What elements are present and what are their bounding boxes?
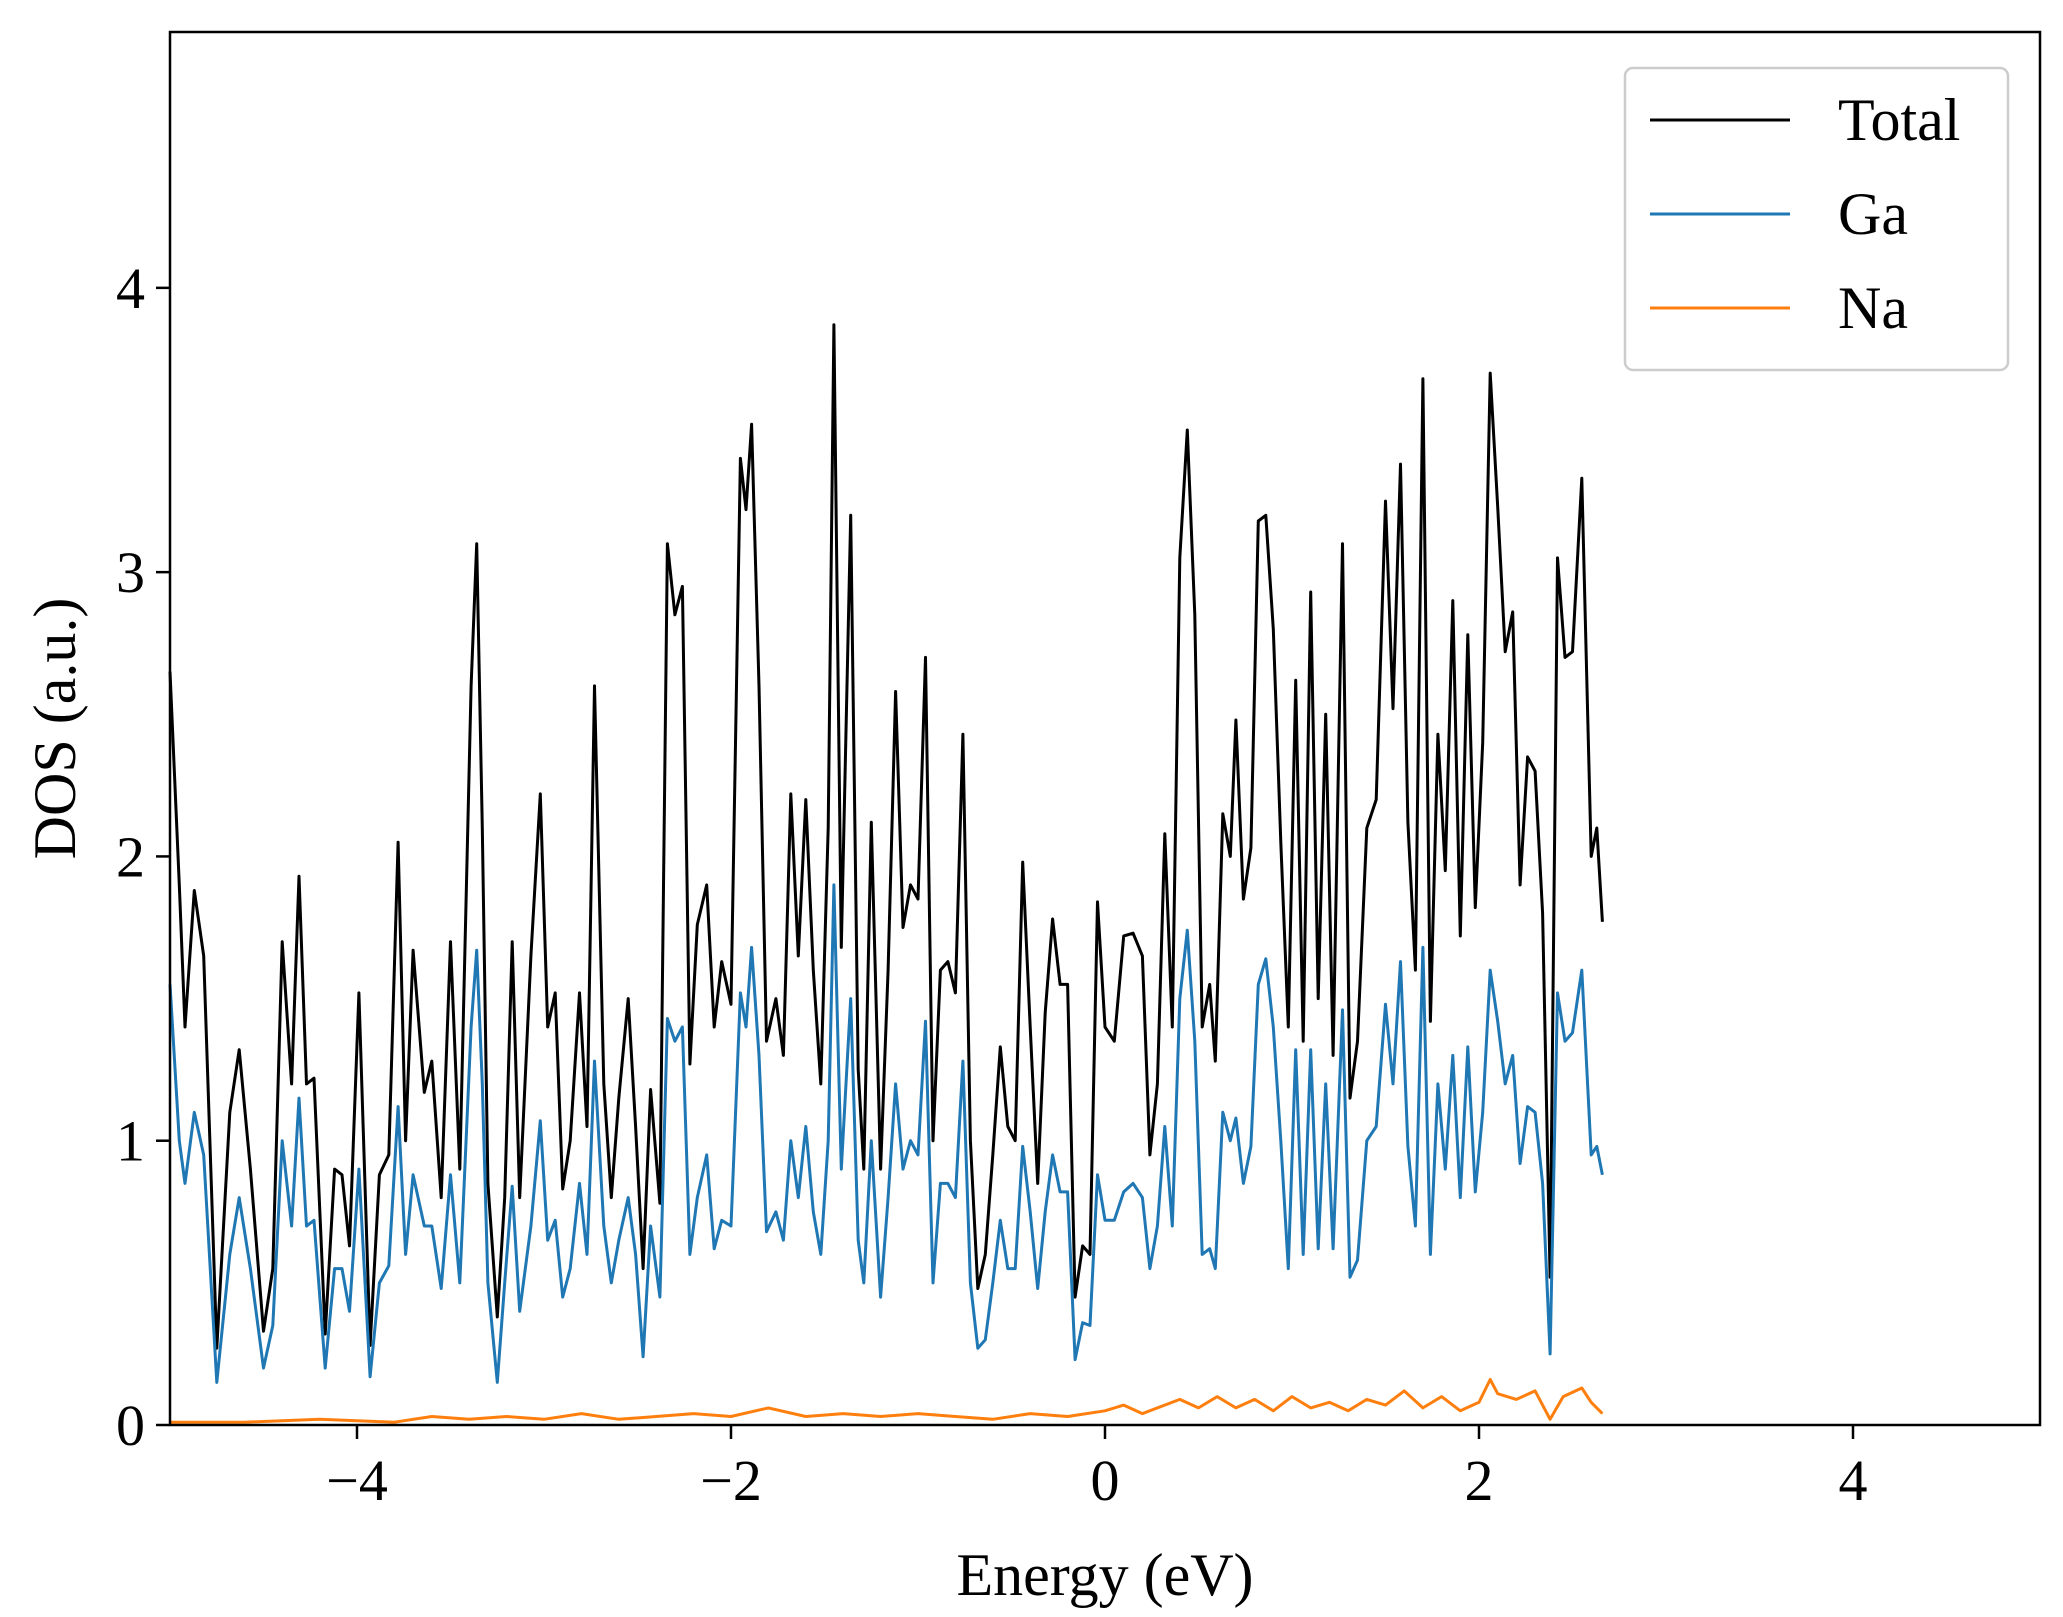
series-line-ga xyxy=(168,883,1604,1384)
series-lines xyxy=(168,323,1604,1424)
y-tick-label: 3 xyxy=(116,540,145,605)
y-axis-ticks: 0 1 2 3 4 xyxy=(116,256,170,1458)
series-line-total xyxy=(168,323,1604,1350)
x-tick-label: −2 xyxy=(700,1448,762,1513)
x-tick-label: −4 xyxy=(326,1448,388,1513)
legend-label-total: Total xyxy=(1838,87,1960,153)
x-axis-ticks: −4 −2 0 2 4 xyxy=(326,1425,1868,1513)
x-tick-label: 0 xyxy=(1091,1448,1120,1513)
y-axis-label: DOS (a.u.) xyxy=(22,598,88,860)
x-tick-label: 4 xyxy=(1839,1448,1868,1513)
legend: Total Ga Na xyxy=(1623,66,2010,372)
legend-label-na: Na xyxy=(1838,275,1908,341)
x-axis-label: Energy (eV) xyxy=(956,1542,1253,1608)
series-line-na xyxy=(170,1378,1604,1424)
y-tick-label: 0 xyxy=(116,1393,145,1458)
y-tick-label: 2 xyxy=(116,824,145,889)
legend-box xyxy=(1623,66,2010,372)
x-tick-label: 2 xyxy=(1465,1448,1494,1513)
y-tick-label: 1 xyxy=(116,1109,145,1174)
legend-label-ga: Ga xyxy=(1838,181,1908,247)
y-tick-label: 4 xyxy=(116,256,145,321)
